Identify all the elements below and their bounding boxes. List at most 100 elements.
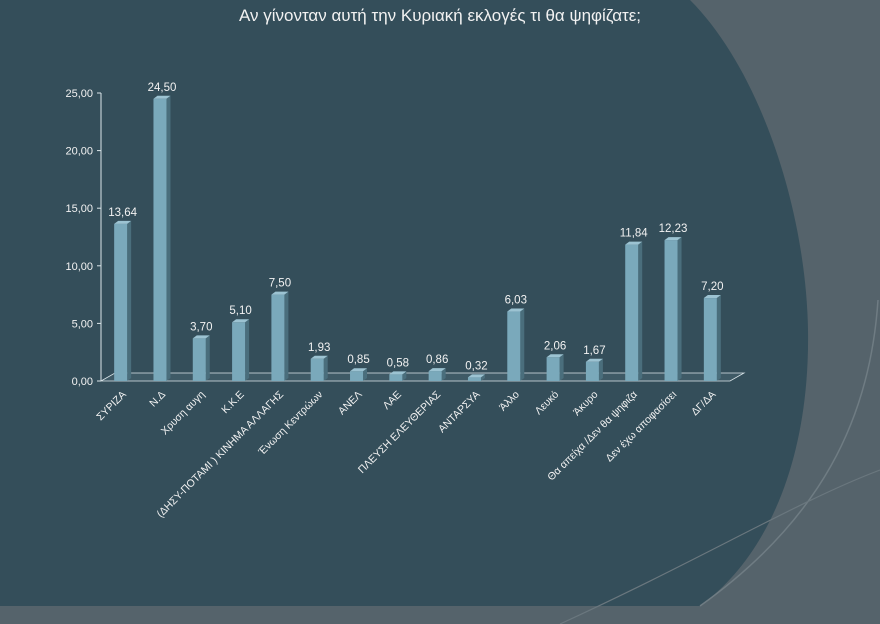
- bar: [192, 335, 210, 381]
- bar: [507, 308, 525, 381]
- bar-side: [363, 368, 368, 381]
- bar-side: [480, 374, 485, 381]
- bar-front: [389, 374, 403, 381]
- bar-front: [507, 311, 521, 381]
- bar-front: [310, 358, 324, 381]
- y-tick-label: 5,00: [72, 318, 93, 330]
- bar-top: [350, 368, 368, 372]
- bar-front: [114, 223, 128, 381]
- y-tick-label: 0,00: [72, 376, 93, 388]
- bar-front: [271, 294, 285, 381]
- data-label: 1,93: [308, 342, 330, 354]
- data-label: 0,58: [387, 357, 409, 369]
- chart-floor: [99, 372, 746, 382]
- category-label: Άλλο: [497, 389, 522, 414]
- data-label: 24,50: [148, 82, 177, 94]
- bar-top: [114, 220, 132, 224]
- data-label: 7,20: [701, 281, 723, 293]
- data-labels: 13,64 24,50 3,70 5,10 7,50 1,93 0,85 0,58 0,86 0,…: [108, 82, 723, 373]
- bar-side: [441, 368, 446, 381]
- bar-top: [703, 295, 721, 299]
- bar-front: [153, 98, 167, 381]
- bar-side: [323, 355, 328, 381]
- bar-top: [467, 374, 485, 378]
- bar-front: [546, 357, 560, 381]
- bar-side: [638, 241, 643, 381]
- bar: [350, 368, 368, 381]
- bar: [232, 319, 250, 381]
- bar-top: [585, 358, 603, 362]
- data-label: 2,06: [544, 340, 566, 352]
- data-label: 5,10: [229, 305, 251, 317]
- bar-side: [716, 295, 721, 381]
- data-label: 3,70: [190, 321, 212, 333]
- bar-side: [205, 335, 210, 381]
- bar-side: [677, 237, 682, 381]
- bar-top: [232, 319, 250, 323]
- category-label: ΣΥΡΙΖΑ: [94, 389, 129, 424]
- bar-top: [428, 368, 446, 372]
- category-label: Κ.Κ.Ε: [219, 389, 246, 416]
- bar-top: [546, 354, 564, 358]
- bar: [625, 241, 643, 381]
- bar-side: [559, 354, 564, 381]
- bar: [467, 374, 485, 381]
- category-label: ΛΑΕ: [381, 389, 404, 412]
- bar: [310, 355, 328, 381]
- background-dark-panel: [0, 0, 809, 606]
- bar-top: [271, 291, 289, 295]
- background-arc-line: [699, 299, 879, 607]
- bar: [428, 368, 446, 381]
- chart-title: Αν γίνονταν αυτή την Κυριακή εκλογές τι …: [238, 6, 642, 25]
- category-label: ΑΝΤΑΡΣΥΑ: [436, 389, 483, 436]
- bar-top: [507, 308, 525, 312]
- category-label: Λευκό: [533, 389, 562, 418]
- bar: [703, 295, 721, 381]
- data-label: 0,85: [347, 354, 369, 366]
- chart-axes: 0,00 5,00 10,00 15,00 20,00 25,00: [65, 88, 746, 388]
- bar: [153, 95, 171, 381]
- bar-side: [284, 291, 289, 381]
- y-tick-label: 25,00: [65, 88, 93, 100]
- data-label: 11,84: [620, 228, 649, 240]
- data-label: 6,03: [505, 295, 527, 307]
- bar-front: [625, 244, 639, 381]
- category-label: Άκυρο: [571, 389, 601, 419]
- bar-top: [310, 355, 328, 359]
- category-label: Δεν έχω αποφασίσει: [603, 388, 679, 464]
- data-label: 7,50: [269, 278, 291, 290]
- bar-front: [467, 377, 481, 381]
- category-label: ΔΓ/ΔΑ: [689, 389, 719, 419]
- data-label: 0,86: [426, 354, 448, 366]
- bar-front: [232, 322, 246, 381]
- bar: [271, 291, 289, 381]
- bar: [389, 371, 407, 381]
- bar-front: [664, 240, 678, 381]
- data-label: 0,32: [465, 360, 487, 372]
- data-label: 13,64: [108, 207, 137, 219]
- bar-top: [192, 335, 210, 339]
- bar-side: [166, 95, 171, 381]
- bar-front: [428, 371, 442, 381]
- data-label: 1,67: [583, 345, 605, 357]
- bar-side: [245, 319, 250, 381]
- bar-side: [598, 358, 603, 381]
- category-label: Ν.Δ: [147, 389, 168, 410]
- bar-top: [664, 237, 682, 241]
- bar-side: [520, 308, 525, 381]
- y-tick-label: 15,00: [65, 203, 93, 215]
- category-label: ΑΝΕΛ: [336, 389, 365, 418]
- bar-front: [703, 298, 717, 381]
- bar: [114, 220, 132, 381]
- bar: [585, 358, 603, 381]
- bar-top: [625, 241, 643, 245]
- bar: [546, 354, 564, 381]
- bar-top: [153, 95, 171, 99]
- y-tick-label: 20,00: [65, 146, 93, 158]
- bar-series: [114, 95, 721, 381]
- bar-front: [585, 361, 599, 381]
- background-arc-line-lower: [559, 469, 880, 624]
